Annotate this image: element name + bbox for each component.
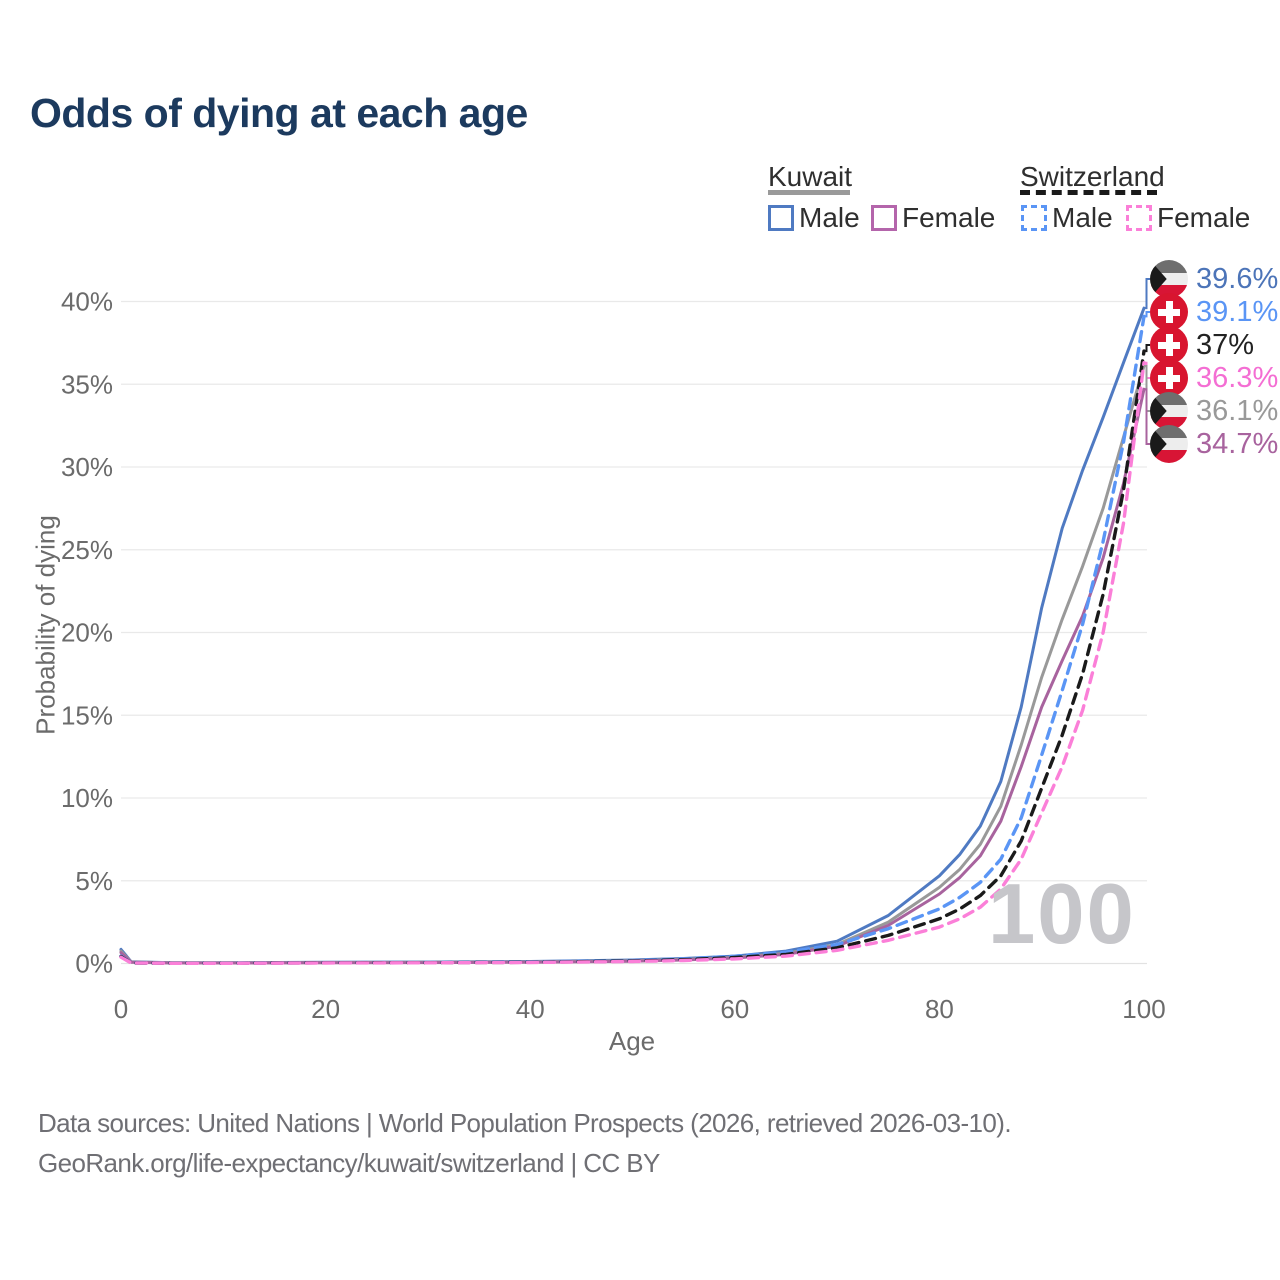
x-tick-label: 0 [114, 994, 128, 1024]
y-tick-label: 25% [61, 535, 113, 565]
y-tick-label: 30% [61, 452, 113, 482]
end-label-connector [1144, 388, 1150, 445]
legend-item-switzerland-male[interactable]: Male [1021, 202, 1113, 233]
switzerland-flag-icon [1150, 293, 1188, 331]
page-title: Odds of dying at each age [30, 90, 528, 136]
switzerland-linestyle-swatch [1020, 190, 1157, 195]
end-label-value: 39.1% [1196, 295, 1279, 328]
end-label-switzerland-male: 39.1% [1150, 293, 1278, 331]
end-label-switzerland-female: 36.3% [1150, 359, 1278, 397]
kuwait-female-swatch [871, 205, 897, 231]
x-tick-label: 80 [925, 994, 954, 1024]
kuwait-flag-icon [1150, 260, 1188, 298]
x-tick-label: 40 [516, 994, 545, 1024]
legend-item-label: Male [1052, 202, 1113, 233]
y-tick-label: 15% [61, 700, 113, 730]
series-line-switzerland-female [119, 361, 1146, 965]
footer-attribution: GeoRank.org/life-expectancy/kuwait/switz… [38, 1148, 660, 1178]
legend-item-kuwait-female[interactable]: Female [871, 202, 996, 233]
y-tick-label: 5% [75, 866, 113, 896]
end-label-kuwait-female: 34.7% [1150, 425, 1278, 463]
y-tick-label: 35% [61, 369, 113, 399]
x-axis-title: Age [608, 1026, 656, 1056]
x-tick-label: 60 [720, 994, 749, 1024]
end-label-value: 36.3% [1196, 361, 1279, 394]
end-label-value: 39.6% [1196, 262, 1279, 295]
end-label-kuwait-male: 39.6% [1150, 260, 1278, 298]
legend-item-label: Female [902, 202, 996, 233]
y-tick-label: 20% [61, 618, 113, 648]
y-tick-label: 10% [61, 783, 113, 813]
end-label-connector [1144, 278, 1150, 310]
end-label-connector [1144, 311, 1150, 318]
kuwait-male-swatch [768, 205, 794, 231]
end-label-value: 37% [1196, 328, 1255, 361]
legend-item-kuwait-male[interactable]: Male [768, 202, 860, 233]
footer-data-sources: Data sources: United Nations | World Pop… [38, 1108, 1012, 1138]
legend-item-label: Female [1157, 202, 1251, 233]
end-label-value: 34.7% [1196, 427, 1279, 460]
x-tick-label: 100 [1122, 994, 1165, 1024]
series-line-kuwait-male [119, 306, 1146, 965]
end-label-switzerland-both: 37% [1150, 326, 1254, 364]
age-watermark: 100 [988, 867, 1136, 962]
switzerland-flag-icon [1150, 359, 1188, 397]
kuwait-linestyle-swatch [768, 190, 850, 195]
switzerland-female-swatch [1126, 205, 1152, 231]
switzerland-flag-icon [1150, 326, 1188, 364]
y-tick-label: 40% [61, 287, 113, 317]
legend-item-label: Male [799, 202, 860, 233]
x-tick-label: 20 [311, 994, 340, 1024]
switzerland-male-swatch [1021, 205, 1047, 231]
end-label-value: 36.1% [1196, 394, 1279, 427]
end-label-connector [1144, 344, 1150, 353]
legend-country-switzerland: Switzerland [1020, 161, 1165, 192]
y-tick-label: 0% [75, 949, 113, 979]
kuwait-flag-icon [1150, 425, 1188, 463]
legend-country-kuwait: Kuwait [768, 161, 853, 192]
legend-item-switzerland-female[interactable]: Female [1126, 202, 1251, 233]
